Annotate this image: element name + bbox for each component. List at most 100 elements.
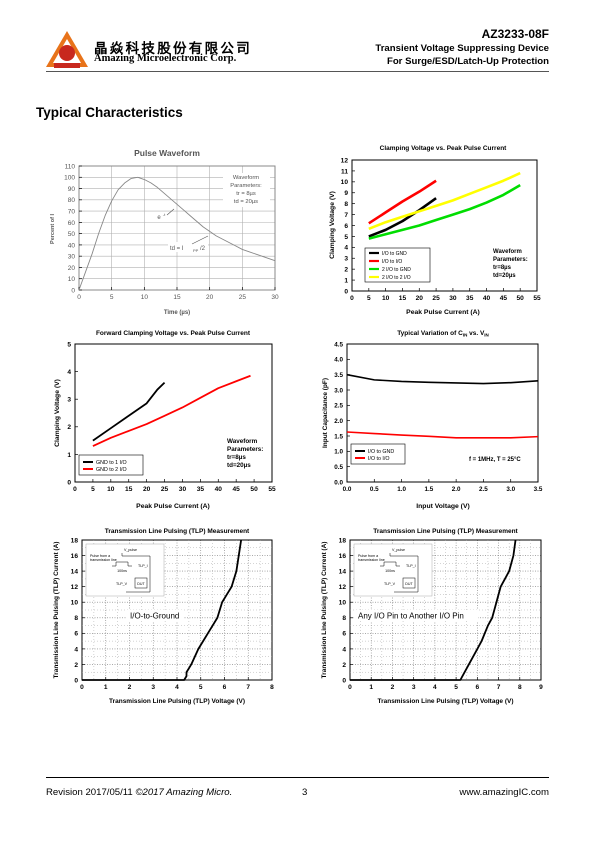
y-axis-label: Input Capacitance (pF) bbox=[322, 378, 329, 448]
tlp-series-line bbox=[350, 539, 517, 681]
x-tick-label: 20 bbox=[416, 295, 424, 302]
x-tick-label: 55 bbox=[268, 486, 276, 493]
curve-label: Any I/O Pin to Another I/O Pin bbox=[358, 612, 464, 621]
inset-label: Pulse from a bbox=[90, 554, 110, 558]
x-tick-label: 5 bbox=[367, 295, 371, 302]
y-tick-label: 9 bbox=[344, 190, 348, 197]
y-tick-label: 2 bbox=[67, 424, 71, 431]
y-tick-label: 4 bbox=[344, 245, 348, 252]
footer-page-number: 3 bbox=[302, 787, 308, 798]
note-box bbox=[223, 173, 270, 207]
plot-frame bbox=[74, 343, 273, 483]
y-tick-label: 8 bbox=[344, 201, 348, 208]
y-tick-label: 60 bbox=[68, 220, 76, 227]
label-box bbox=[355, 610, 478, 621]
x-tick-label: 1 bbox=[369, 684, 373, 691]
x-tick-label: 0.0 bbox=[343, 486, 352, 493]
parameter-note: td = 20µs bbox=[234, 199, 258, 205]
parameter-note: tr = 8µs bbox=[236, 191, 256, 197]
x-tick-label: 0 bbox=[80, 684, 84, 691]
x-axis-label: Time (µs) bbox=[164, 310, 190, 316]
note-box bbox=[168, 242, 208, 252]
y-tick-label: 1 bbox=[67, 452, 71, 459]
y-tick-label: 18 bbox=[339, 537, 347, 544]
inset-label: DUT bbox=[405, 582, 413, 586]
inset-schematic bbox=[85, 543, 165, 597]
x-tick-label: 0 bbox=[350, 295, 354, 302]
y-tick-label: 0 bbox=[74, 677, 78, 684]
inset-label: 100ns bbox=[117, 569, 127, 573]
x-axis-label: Input Voltage (V) bbox=[416, 503, 470, 510]
inset-label: DUT bbox=[137, 582, 145, 586]
x-tick-label: 7 bbox=[497, 684, 501, 691]
y-tick-label: 10 bbox=[71, 600, 79, 607]
y-tick-label: 80 bbox=[68, 197, 76, 204]
x-tick-label: 3 bbox=[412, 684, 416, 691]
y-tick-label: 1 bbox=[344, 277, 348, 284]
x-tick-label: 6 bbox=[223, 684, 227, 691]
y-tick-label: 1.5 bbox=[334, 433, 343, 440]
part-number: AZ3233-08F bbox=[481, 27, 549, 41]
y-tick-label: 3.0 bbox=[334, 387, 343, 394]
inset-label: V_pulse bbox=[392, 548, 405, 552]
x-tick-label: 40 bbox=[215, 486, 223, 493]
fwd-series-line-0 bbox=[92, 381, 166, 442]
y-tick-label: 10 bbox=[68, 276, 76, 283]
x-tick-label: 2.0 bbox=[452, 486, 461, 493]
x-tick-label: 1.0 bbox=[397, 486, 406, 493]
y-tick-label: 0 bbox=[71, 287, 75, 294]
parameter-note: Waveform bbox=[493, 249, 522, 255]
y-tick-label: 2 bbox=[74, 662, 78, 669]
legend-label: I/O to I/O bbox=[368, 456, 390, 462]
x-tick-label: 25 bbox=[239, 294, 247, 301]
x-tick-label: 5 bbox=[91, 486, 95, 493]
y-tick-label: 2.5 bbox=[334, 403, 343, 410]
test-condition-note: f = 1MHz, T = 25°C bbox=[469, 457, 521, 463]
y-tick-label: 40 bbox=[68, 242, 76, 249]
y-axis-label: Clamping Voltage (V) bbox=[54, 379, 61, 447]
x-axis-label: Peak Pulse Current (A) bbox=[136, 503, 210, 510]
legend-label: I/O to GND bbox=[382, 251, 407, 257]
inset-label: TLP_I bbox=[406, 564, 416, 568]
footer-revision: Revision 2017/05/11 ©2017 Amazing Micro. bbox=[46, 787, 233, 798]
inset-wire bbox=[389, 553, 419, 593]
parameter-note: Parameters: bbox=[227, 446, 263, 453]
x-axis-label: Transmission Line Pulsing (TLP) Voltage … bbox=[377, 698, 513, 705]
x-tick-label: 15 bbox=[399, 295, 407, 302]
footer-url[interactable]: www.amazingIC.com bbox=[459, 787, 549, 798]
input-capacitance-chart: 0.0 0.5 1.0 1.5 2.0 2.5 3.0 3.5 0.0 0.5 1.0 1.5 2.0 2… bbox=[322, 330, 543, 510]
x-tick-label: 0 bbox=[77, 294, 81, 301]
header-divider bbox=[46, 71, 549, 72]
parameter-note: td=20µs bbox=[493, 273, 516, 279]
x-axis-label: Peak Pulse Current (A) bbox=[406, 309, 480, 316]
section-title: Typical Characteristics bbox=[36, 105, 183, 120]
y-tick-label: 16 bbox=[71, 553, 79, 560]
x-tick-label: 3.5 bbox=[534, 486, 543, 493]
inset-label: TLP_I bbox=[138, 564, 148, 568]
legend-label: GND to 1 I/O bbox=[96, 460, 127, 466]
chart-title-part: Typical Variation of C bbox=[397, 330, 463, 337]
inset-label: 100ns bbox=[385, 569, 395, 573]
x-tick-label: 2 bbox=[391, 684, 395, 691]
parameter-note: tr=8µs bbox=[227, 454, 246, 461]
x-tick-label: 45 bbox=[500, 295, 508, 302]
inset-dut-box bbox=[134, 577, 148, 589]
y-tick-label: 12 bbox=[339, 584, 347, 591]
y-tick-label: 6 bbox=[74, 631, 78, 638]
chart-title-part: IN bbox=[484, 333, 489, 338]
x-tick-label: 10 bbox=[141, 294, 149, 301]
x-tick-label: 55 bbox=[533, 295, 541, 302]
footer-copyright: ©2017 Amazing Micro. bbox=[135, 787, 233, 798]
x-tick-label: 10 bbox=[382, 295, 390, 302]
x-tick-label: 3 bbox=[151, 684, 155, 691]
y-tick-label: 8 bbox=[342, 615, 346, 622]
x-tick-label: 5 bbox=[199, 684, 203, 691]
x-tick-label: 45 bbox=[233, 486, 241, 493]
x-tick-label: 0 bbox=[73, 486, 77, 493]
y-tick-label: 4 bbox=[342, 646, 346, 653]
x-tick-label: 50 bbox=[517, 295, 525, 302]
clamp-series-line-1 bbox=[368, 179, 437, 225]
curve-label: I/O-to-Ground bbox=[130, 612, 179, 621]
